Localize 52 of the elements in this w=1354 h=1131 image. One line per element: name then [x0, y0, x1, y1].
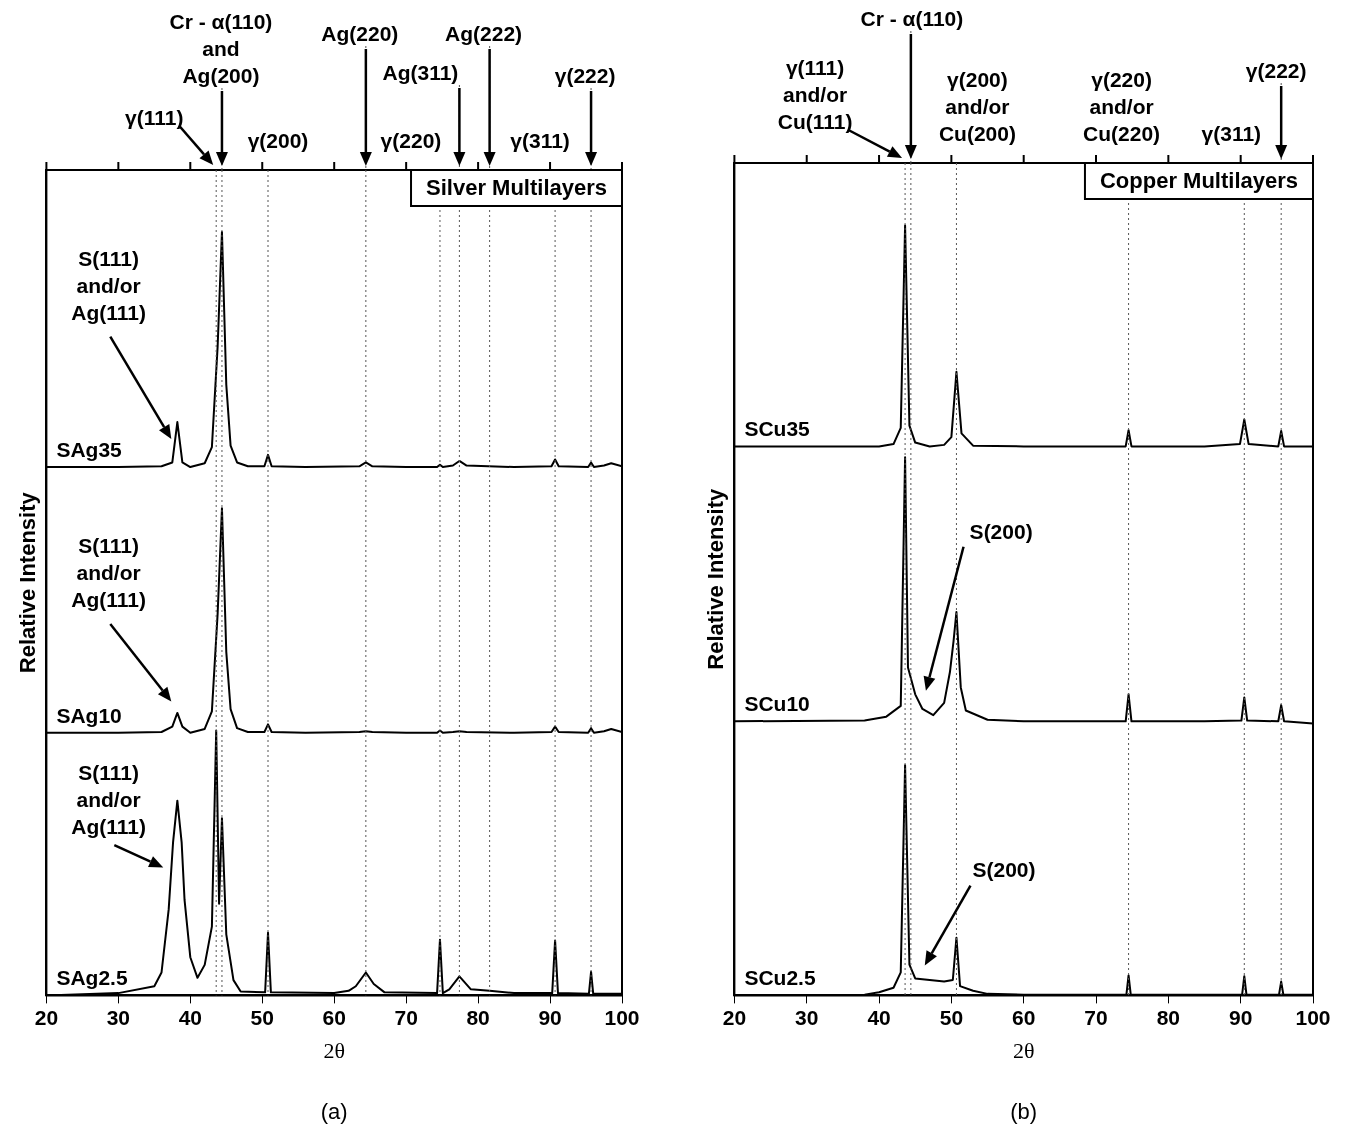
annotation: S(200) [969, 520, 1033, 544]
x-tick-label: 40 [178, 1005, 202, 1029]
x-tick-label: 100 [604, 1005, 640, 1029]
ref-line-label: Ag(220) [321, 22, 399, 45]
series-label: SAg10 [56, 703, 122, 727]
y-axis-title: Relative Intensity [703, 487, 729, 670]
series-label: SCu2.5 [744, 966, 816, 990]
ref-line-label: Cr - α(110) and Ag(200) [169, 10, 273, 87]
x-axis-title: 2θ [1012, 1037, 1035, 1063]
ref-line-label: γ(222) [1245, 59, 1307, 82]
x-tick-label: 90 [538, 1005, 562, 1029]
series-label: SCu10 [744, 692, 810, 716]
x-tick-label: 80 [1156, 1005, 1181, 1029]
ref-line-label: γ(200) and/or Cu(200) [938, 68, 1016, 145]
x-tick-label: 60 [1012, 1005, 1036, 1029]
text: (a) [320, 1099, 348, 1124]
ref-line-label: Ag(311) [382, 61, 459, 84]
ref-line-label: γ(311) [510, 129, 570, 152]
x-tick-label: 50 [939, 1005, 964, 1029]
ref-line-label: Ag(222) [445, 22, 523, 45]
x-tick-label: 40 [867, 1005, 891, 1029]
x-tick-label: 100 [1295, 1005, 1331, 1029]
text: (b) [1010, 1099, 1038, 1124]
ref-line-label: γ(220) [380, 129, 442, 152]
annotation: S(111) and/or Ag(111) [71, 534, 146, 612]
x-tick-label: 70 [1084, 1005, 1108, 1029]
x-axis-title: 2θ [323, 1037, 345, 1063]
ref-line-label: γ(220) and/or Cu(220) [1083, 68, 1161, 145]
x-tick-label: 70 [394, 1005, 418, 1029]
series-label: SAg35 [56, 438, 123, 462]
x-tick-label: 80 [466, 1005, 490, 1029]
chart-title: Silver Multilayers [426, 175, 608, 201]
x-tick-label: 30 [795, 1005, 819, 1029]
chart-title: Copper Multilayers [1099, 168, 1298, 194]
annotation: S(200) [972, 857, 1036, 881]
x-tick-label: 90 [1229, 1005, 1253, 1029]
series-label: SAg2.5 [56, 966, 128, 990]
x-tick-label: 20 [722, 1005, 747, 1029]
y-axis-title: Relative Intensity [15, 491, 41, 674]
ref-line-label: γ(222) [554, 64, 616, 87]
x-tick-label: 20 [34, 1005, 59, 1029]
ref-line-label: γ(200) [247, 129, 309, 152]
series-label: SCu35 [744, 417, 811, 441]
x-tick-label: 50 [250, 1005, 274, 1029]
x-tick-label: 30 [106, 1005, 131, 1029]
ref-line-label: γ(111) and/or Cu(111) [777, 56, 853, 133]
x-tick-label: 60 [322, 1005, 346, 1029]
annotation: S(111) and/or Ag(111) [71, 247, 146, 325]
ref-line-label: Cr - α(110) [860, 7, 964, 30]
ref-line-label: γ(111) [125, 106, 184, 129]
ref-line-label: γ(311) [1201, 122, 1262, 145]
annotation: S(111) and/or Ag(111) [71, 760, 146, 838]
